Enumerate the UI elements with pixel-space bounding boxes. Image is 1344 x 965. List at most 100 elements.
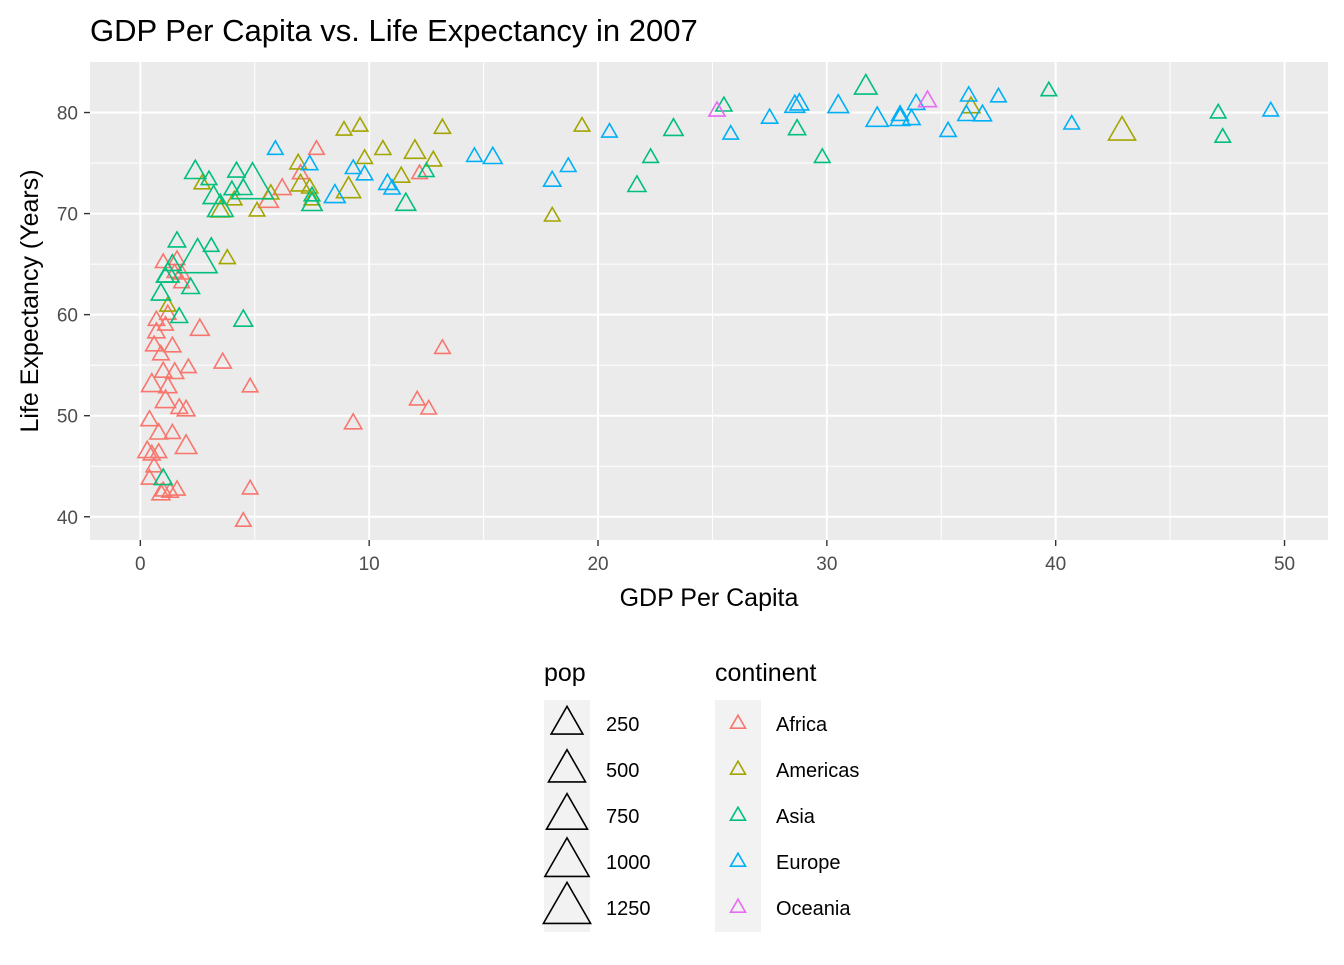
data-point-americas bbox=[423, 149, 443, 167]
data-point-asia bbox=[149, 281, 172, 301]
legend-pop-key bbox=[542, 880, 592, 925]
legend-pop-key bbox=[549, 704, 585, 735]
data-point-africa bbox=[410, 163, 429, 180]
data-point-europe bbox=[355, 164, 375, 181]
y-tick-label: 50 bbox=[57, 407, 78, 428]
data-point-americas bbox=[217, 248, 237, 265]
data-point-americas bbox=[543, 205, 562, 222]
data-point-americas bbox=[158, 295, 178, 312]
y-axis-label: Life Expectancy (Years) bbox=[16, 169, 44, 432]
data-point-europe bbox=[901, 107, 922, 126]
data-point-europe bbox=[938, 120, 958, 138]
data-point-africa bbox=[167, 249, 187, 266]
data-point-americas bbox=[432, 117, 452, 135]
data-point-europe bbox=[600, 121, 619, 138]
legend-pop-key bbox=[543, 836, 591, 878]
minor-gridlines bbox=[90, 62, 1328, 540]
data-point-europe bbox=[1261, 100, 1280, 117]
data-point-europe bbox=[959, 85, 979, 102]
data-point-africa bbox=[241, 376, 260, 393]
major-gridlines bbox=[90, 62, 1328, 540]
x-axis-ticks: 0 10 20 30 40 50 bbox=[135, 540, 1295, 575]
legend-pop-key bbox=[545, 791, 589, 831]
data-point-americas bbox=[334, 119, 354, 136]
x-tick-label: 50 bbox=[1274, 554, 1295, 575]
data-point-africa bbox=[156, 315, 175, 331]
data-point-americas bbox=[289, 172, 312, 192]
y-tick-label: 60 bbox=[57, 306, 78, 327]
data-point-africa bbox=[140, 371, 164, 393]
data-point-africa bbox=[163, 422, 182, 440]
legend-continent-label: Europe bbox=[776, 852, 841, 874]
data-point-africa bbox=[149, 442, 168, 459]
data-point-africa bbox=[148, 422, 169, 440]
data-point-europe bbox=[1062, 114, 1081, 130]
x-tick-label: 30 bbox=[816, 554, 837, 575]
legend-continent-label: Americas bbox=[776, 760, 859, 782]
data-point-europe bbox=[890, 104, 910, 122]
data-point-africa bbox=[234, 511, 253, 528]
y-tick-label: 80 bbox=[57, 104, 78, 125]
data-point-africa bbox=[174, 433, 199, 455]
legend-pop-key-background bbox=[544, 700, 590, 932]
x-axis-label: GDP Per Capita bbox=[620, 584, 799, 612]
data-point-europe bbox=[783, 93, 807, 114]
legend-continent-label: Asia bbox=[776, 806, 816, 828]
legend-continent-key bbox=[729, 851, 747, 868]
data-point-africa bbox=[136, 439, 158, 459]
data-point-americas bbox=[373, 138, 393, 156]
legend-pop-label: 500 bbox=[606, 760, 639, 782]
data-point-asia bbox=[302, 185, 322, 202]
legend-continent-key bbox=[729, 897, 747, 914]
data-point-asia bbox=[230, 161, 275, 200]
data-point-africa bbox=[157, 375, 179, 394]
data-point-africa bbox=[271, 177, 293, 196]
data-point-europe bbox=[323, 182, 347, 204]
data-point-asia bbox=[201, 183, 226, 205]
data-point-americas bbox=[350, 115, 370, 132]
data-point-africa bbox=[158, 303, 178, 321]
data-point-europe bbox=[888, 106, 912, 127]
legend-pop-key bbox=[547, 748, 587, 783]
data-point-americas bbox=[1107, 114, 1137, 141]
x-tick-label: 0 bbox=[135, 554, 146, 575]
legend-continent-label: Africa bbox=[776, 714, 828, 736]
data-point-europe bbox=[559, 156, 578, 173]
data-point-africa bbox=[142, 443, 162, 461]
data-point-europe bbox=[826, 93, 850, 114]
data-point-africa bbox=[291, 163, 310, 180]
data-point-asia bbox=[1039, 80, 1058, 97]
legend-continent-title: continent bbox=[715, 659, 817, 687]
data-point-europe bbox=[344, 158, 363, 175]
data-point-asia bbox=[152, 467, 174, 486]
data-point-europe bbox=[465, 146, 484, 163]
data-point-africa bbox=[139, 468, 160, 485]
data-point-asia bbox=[176, 236, 219, 274]
data-point-asia bbox=[180, 276, 201, 295]
chart-title: GDP Per Capita vs. Life Expectancy in 20… bbox=[90, 13, 698, 48]
data-point-americas bbox=[572, 116, 592, 132]
data-point-europe bbox=[989, 86, 1008, 103]
data-point-africa bbox=[408, 389, 427, 406]
data-point-africa bbox=[307, 139, 326, 156]
legend-pop-title: pop bbox=[544, 659, 586, 687]
data-point-asia bbox=[626, 174, 648, 193]
legend-continent-label: Oceania bbox=[776, 898, 851, 920]
data-point-africa bbox=[241, 478, 260, 495]
x-tick-label: 20 bbox=[587, 554, 608, 575]
data-point-africa bbox=[160, 481, 180, 499]
data-point-asia bbox=[300, 191, 324, 212]
data-point-asia bbox=[162, 253, 183, 272]
data-point-africa bbox=[419, 398, 438, 415]
data-point-africa bbox=[175, 398, 197, 417]
data-point-oceania bbox=[917, 89, 938, 108]
x-tick-label: 40 bbox=[1045, 554, 1066, 575]
data-point-americas bbox=[403, 138, 427, 160]
data-point-asia bbox=[787, 118, 808, 136]
data-point-africa bbox=[164, 361, 186, 380]
data-point-africa bbox=[172, 263, 191, 280]
data-point-asia bbox=[199, 169, 219, 186]
data-point-africa bbox=[154, 388, 177, 409]
